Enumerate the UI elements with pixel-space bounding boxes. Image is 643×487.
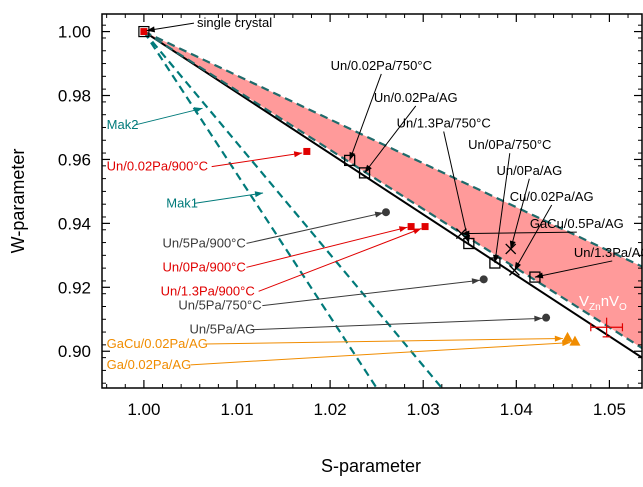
- annotation-arrow: [364, 105, 417, 174]
- annotation-arrow: [461, 231, 577, 235]
- data-point: [562, 331, 574, 342]
- annotation-label: Un/1.3Pa/900°C: [161, 283, 255, 298]
- x-tick-label: 1.05: [593, 400, 626, 419]
- annotation-arrow: [258, 228, 422, 292]
- annotation-arrow: [443, 131, 470, 244]
- band-label-part: V: [579, 293, 589, 310]
- annotation-label: Mak1: [166, 195, 198, 210]
- x-tick-label: 1.04: [500, 400, 533, 419]
- annotation-arrow: [349, 73, 382, 161]
- annotation-label: GaCu/0.02Pa/AG: [107, 336, 208, 351]
- annotation-label: Un/0.02Pa/900°C: [107, 159, 208, 174]
- annotation-arrowhead: [461, 230, 470, 237]
- annotation-label: Un/0Pa/900°C: [163, 259, 246, 274]
- y-tick-label: 0.92: [58, 278, 91, 297]
- annotation-arrow: [204, 337, 563, 345]
- data-point: [303, 147, 311, 155]
- x-tick-label: 1.00: [127, 400, 160, 419]
- annotation-arrow: [194, 192, 264, 204]
- annotation-arrowhead: [146, 26, 156, 33]
- data-point: [505, 243, 517, 255]
- annotation-label: Un/5Pa/AG: [190, 322, 256, 337]
- annotation-label: Mak2: [107, 117, 139, 132]
- line-1: [143, 30, 642, 268]
- annotation-label: Ga/0.02Pa/AG: [107, 357, 192, 372]
- reference-point: [140, 28, 148, 36]
- y-axis-title: W-parameter: [8, 149, 28, 254]
- data-point: [479, 275, 488, 284]
- annotation-arrowhead: [509, 240, 516, 249]
- annotation-arrowhead: [464, 235, 471, 244]
- data-point: [421, 223, 429, 231]
- data-point: [381, 208, 390, 217]
- annotation-label: Un/1.3Pa/AG: [574, 245, 643, 260]
- annotation-arrowhead: [562, 340, 571, 347]
- reference-point-outline: [138, 25, 150, 38]
- x-tick-label: 1.01: [220, 400, 253, 419]
- annotation-arrow: [494, 153, 511, 264]
- annotation-arrow: [190, 342, 571, 366]
- band-label-part: nV: [601, 293, 619, 310]
- annotation-label: Un/1.3Pa/750°C: [397, 115, 491, 130]
- annotation-label: Un/0.02Pa/750°C: [331, 58, 432, 73]
- annotation-arrowhead: [492, 254, 499, 264]
- annotation-arrow: [211, 152, 303, 168]
- annotation-label: Un/0Pa/750°C: [468, 137, 551, 152]
- data-point: [569, 335, 581, 346]
- data-point: [358, 167, 371, 179]
- band-label: VZnnVO: [579, 293, 627, 313]
- annotation-label: Un/0.02Pa/AG: [374, 90, 458, 105]
- annotation-label: single crystal: [197, 15, 272, 30]
- annotation-arrowhead: [554, 335, 563, 342]
- annotation-arrow: [134, 107, 203, 126]
- x-tick-label: 1.03: [407, 400, 440, 419]
- annotation-arrowhead: [364, 164, 372, 173]
- annotation-arrowhead: [412, 228, 422, 235]
- annotation-arrowhead: [374, 211, 384, 218]
- annotation-arrowhead: [293, 151, 303, 158]
- annotation-label: GaCu/0.5Pa/AG: [530, 216, 624, 231]
- annotation-arrowhead: [398, 226, 408, 233]
- annotation-arrow: [246, 212, 384, 244]
- annotation-label: Cu/0.02Pa/AG: [510, 189, 594, 204]
- band-label-subscript: O: [619, 302, 627, 313]
- annotation-arrowhead: [349, 151, 356, 161]
- y-tick-label: 0.94: [58, 214, 91, 233]
- annotation-arrowhead: [534, 272, 544, 279]
- band-label-subscript: Zn: [589, 302, 601, 313]
- data-point: [407, 223, 415, 231]
- annotation-arrowhead: [471, 278, 480, 285]
- annotation-label: Un/0Pa/AG: [496, 163, 562, 178]
- annotation-label: Un/5Pa/750°C: [178, 298, 261, 313]
- annotation-label: Un/5Pa/900°C: [163, 235, 246, 250]
- x-tick-label: 1.02: [314, 400, 347, 419]
- annotation-arrow: [534, 260, 613, 278]
- annotation-arrowhead: [194, 107, 203, 114]
- line-2: [143, 30, 642, 349]
- annotation-arrowhead: [514, 261, 522, 271]
- data-point: [542, 313, 551, 322]
- annotation-arrow: [246, 226, 408, 268]
- annotation-arrow: [262, 279, 481, 307]
- line-0: [143, 30, 642, 359]
- mak2-line: [142, 30, 378, 388]
- annotation-arrow: [252, 317, 543, 331]
- x-axis-title: S-parameter: [321, 456, 421, 476]
- annotation-arrowhead: [534, 315, 543, 322]
- y-tick-label: 0.98: [58, 87, 91, 106]
- plot-background: [102, 14, 642, 388]
- y-tick-label: 0.96: [58, 150, 91, 169]
- plot-frame: [101, 13, 643, 389]
- annotation-arrow: [510, 178, 530, 250]
- annotation-arrowhead: [254, 191, 264, 198]
- y-tick-label: 0.90: [58, 342, 91, 361]
- annotation-arrow: [514, 204, 553, 271]
- y-tick-label: 1.00: [58, 23, 91, 42]
